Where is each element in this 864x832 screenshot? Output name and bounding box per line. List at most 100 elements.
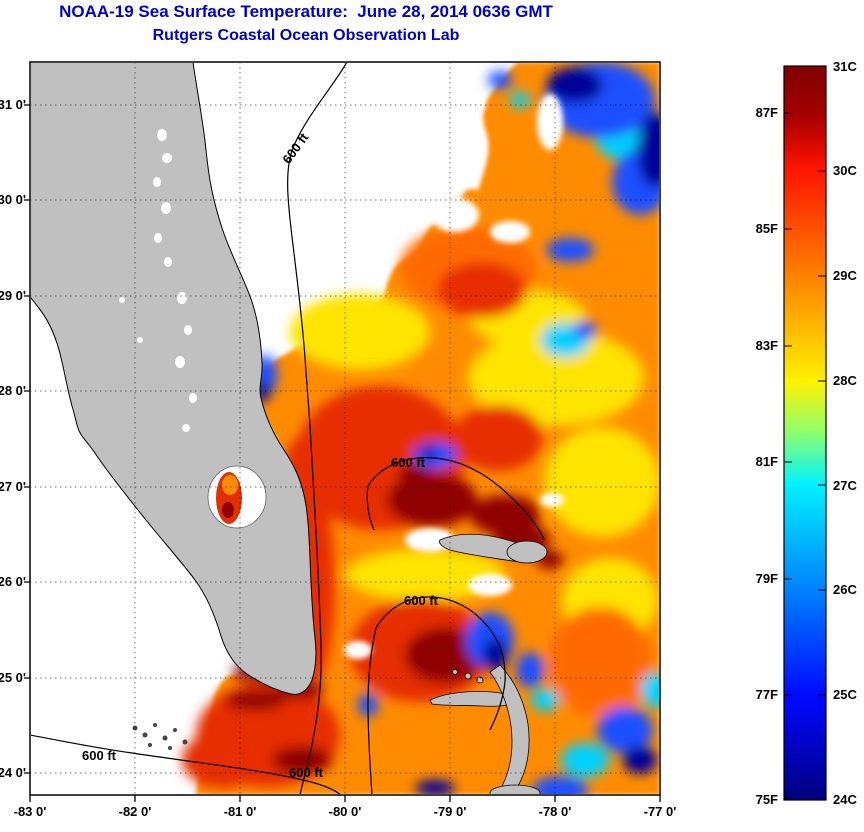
y-axis-labels: 31 0' 30 0' 29 0' 28 0' 27 0' 26 0' 25 0…: [0, 97, 26, 780]
sst-blob: [405, 627, 485, 683]
figure-title: NOAA-19 Sea Surface Temperature: June 28…: [59, 2, 553, 21]
x-tick-label: -82 0': [119, 804, 152, 819]
fahrenheit-label: 85F: [756, 221, 778, 236]
celsius-label: 24C: [833, 792, 857, 807]
sst-blob: [182, 732, 262, 788]
lake: [153, 177, 161, 187]
lake: [175, 356, 185, 368]
bank-shoal: [506, 540, 548, 564]
y-tick-label: 24 0': [0, 765, 26, 780]
contour-600ft-southwest: [31, 734, 341, 794]
lake-okeechobee-sst-warm: [222, 475, 238, 495]
fahrenheit-label: 75F: [756, 792, 778, 807]
lake: [119, 297, 125, 303]
islet: [148, 743, 152, 747]
islet: [153, 723, 157, 727]
y-tick-label: 28 0': [0, 383, 26, 398]
sst-blob: [387, 473, 477, 527]
x-axis-ticks: [29, 795, 661, 802]
sst-blob: [345, 549, 505, 601]
y-axis-ticks: [24, 104, 30, 774]
sst-blob: [510, 92, 530, 108]
sst-blob: [290, 294, 430, 370]
lake: [137, 337, 143, 343]
x-tick-label: -83 0': [14, 804, 47, 819]
sst-blob: [546, 238, 594, 262]
y-tick-label: 30 0': [0, 192, 26, 207]
celsius-label: 31C: [833, 59, 857, 74]
sst-blob: [225, 690, 285, 710]
florida-landmass: [31, 63, 317, 750]
florida-outline: [31, 63, 317, 695]
fahrenheit-label: 81F: [756, 454, 778, 469]
y-tick-label: 29 0': [0, 288, 26, 303]
figure-subtitle: Rutgers Coastal Ocean Observation Lab: [152, 27, 460, 44]
celsius-label: 25C: [833, 687, 857, 702]
lake: [157, 129, 167, 141]
lake: [162, 153, 172, 163]
cloud-blob: [540, 493, 564, 507]
y-tick-label: 31 0': [0, 97, 26, 112]
sst-dark-blue-patches: [254, 67, 659, 794]
sst-blob: [272, 746, 332, 774]
fahrenheit-label: 87F: [756, 105, 778, 120]
bank-south: [489, 784, 541, 794]
x-tick-label: -78 0': [539, 804, 572, 819]
y-tick-label: 26 0': [0, 574, 26, 589]
graticule-grid: [31, 63, 659, 794]
x-tick-label: -81 0': [224, 804, 257, 819]
sst-blob: [597, 707, 653, 753]
lake-okeechobee: [207, 465, 267, 529]
colorbar-fahrenheit-ticks: [784, 112, 792, 799]
sst-blob: [561, 743, 609, 777]
cloud-blob: [490, 221, 530, 243]
cloud-blob: [468, 574, 512, 596]
sst-blob: [398, 463, 434, 485]
sst-blob: [483, 638, 507, 672]
celsius-label: 29C: [833, 268, 857, 283]
contour-label-north: 600 ft: [279, 130, 311, 167]
contour-label-southwest: 600 ft: [82, 748, 117, 763]
lake: [189, 393, 197, 403]
cloud-blob: [344, 641, 372, 659]
fahrenheit-label: 79F: [756, 571, 778, 586]
fahrenheit-label: 83F: [756, 338, 778, 353]
islet: [142, 732, 148, 738]
colorbar-gradient: [783, 65, 827, 801]
map-plot-area: 600 ft 600 ft 600 ft 600 ft 600 ft: [31, 63, 659, 794]
sst-blob: [573, 321, 597, 339]
celsius-label: 27C: [833, 478, 857, 493]
sst-blob: [437, 262, 527, 318]
sst-blob: [531, 689, 559, 711]
contour-label-mid2: 600 ft: [404, 593, 439, 608]
colorbar: 31C 30C 29C 28C 27C 26C 25C 24C 87F 85F …: [756, 59, 858, 807]
islet: [182, 739, 188, 745]
sst-blob: [516, 652, 544, 688]
celsius-label: 30C: [833, 163, 857, 178]
islet: [173, 728, 177, 732]
bahama-islands: [429, 533, 548, 794]
lake: [154, 233, 162, 243]
y-tick-label: 27 0': [0, 479, 26, 494]
islet: [162, 735, 168, 741]
sst-blob: [415, 780, 455, 794]
small-islands: [132, 723, 188, 750]
lake: [164, 257, 172, 267]
lake: [182, 424, 190, 432]
sst-blob: [548, 607, 652, 717]
depth-contours: [31, 63, 545, 794]
x-tick-label: -79 0': [434, 804, 467, 819]
sst-blob: [623, 746, 657, 774]
sst-yellow-patches: [290, 290, 659, 642]
x-tick-label: -80 0': [329, 804, 362, 819]
lake: [184, 325, 192, 335]
sst-blob: [547, 67, 603, 103]
lake: [161, 202, 171, 214]
sst-blob: [488, 71, 512, 89]
colorbar-celsius-labels: 31C 30C 29C 28C 27C 26C 25C 24C: [833, 59, 857, 807]
sst-field-accents: [182, 63, 659, 794]
x-axis-labels: -83 0' -82 0' -81 0' -80 0' -79 0' -78 0…: [14, 804, 677, 819]
y-tick-label: 25 0': [0, 670, 26, 685]
